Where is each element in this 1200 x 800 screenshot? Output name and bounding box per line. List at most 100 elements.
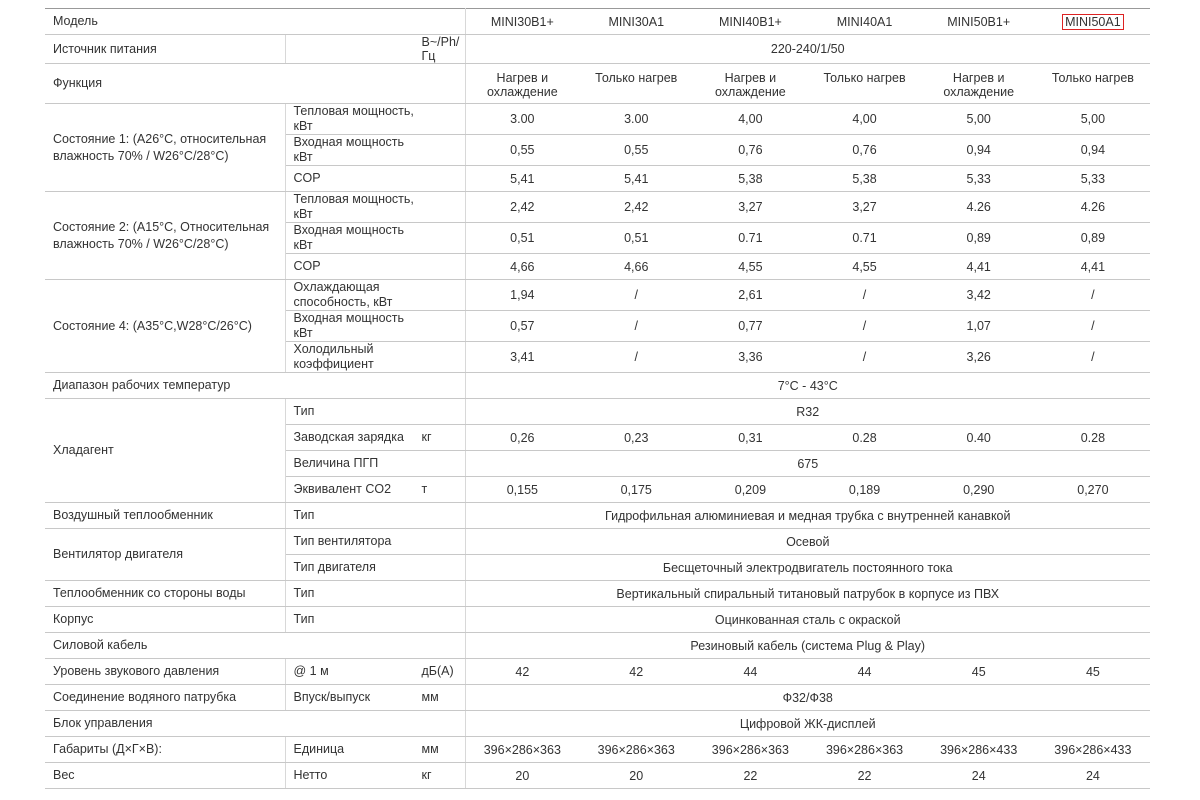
sub-param: Тепловая мощность, кВт	[285, 191, 466, 223]
sub-label: Тип двигателя	[293, 560, 376, 574]
value: 3,36	[693, 341, 808, 373]
sub-wrap: Заводская зарядка кг	[294, 430, 457, 445]
table-row: Тип двигателя Бесщеточный электродвигател…	[45, 554, 1150, 581]
value: 3,26	[921, 341, 1036, 373]
table-row: Состояние 1: (A26°C, относительная влажн…	[45, 103, 1150, 192]
value: 0,57	[465, 310, 580, 342]
merged-value: Вертикальный спиральный титановый патруб…	[465, 580, 1150, 607]
value: 0,31	[693, 424, 808, 451]
table-row: Воздушный теплообменник Тип Гидрофильная а…	[45, 502, 1150, 529]
param: Источник питания	[45, 34, 286, 64]
merged-value: 220-240/1/50	[465, 34, 1150, 64]
value: 0,55	[465, 134, 580, 166]
table-row: Состояние 4: (A35°C,W28°C/26°C) Охлаждающ…	[45, 279, 1150, 373]
value: 2,61	[693, 279, 808, 311]
value: 0,89	[921, 222, 1036, 254]
value: 3,27	[693, 191, 808, 223]
sub-param: Входная мощность кВт	[285, 134, 466, 166]
value: 396×286×363	[693, 736, 808, 763]
table-row: COP 4,66 4,66 4,55 4,55 4,41 4,41	[45, 253, 1150, 280]
sub-param: Нетто кг	[285, 762, 466, 789]
spec-table: Модель MINI30B1+ MINI30A1 MINI40B1+ MINI40A1…	[45, 8, 1150, 789]
value: 3,41	[465, 341, 580, 373]
value: 4,41	[921, 253, 1036, 280]
value: 0,51	[465, 222, 580, 254]
param: Уровень звукового давления	[45, 658, 286, 685]
value: 0.28	[1035, 424, 1150, 451]
sub-wrap: COP	[294, 259, 457, 274]
merged-value: 675	[465, 450, 1150, 477]
sub-param: Тип	[285, 502, 466, 529]
value: /	[579, 341, 694, 373]
model-name: MINI50B1+	[921, 8, 1036, 35]
value: 3,27	[807, 191, 922, 223]
value: 20	[465, 762, 580, 789]
sub-label: Тепловая мощность, кВт	[293, 104, 414, 133]
value: 4,66	[465, 253, 580, 280]
value: 396×286×363	[579, 736, 694, 763]
value: 0,155	[465, 476, 580, 503]
value: 0.28	[807, 424, 922, 451]
header-label: Модель	[45, 8, 466, 35]
table-row: Хладагент Тип R32	[45, 398, 1150, 503]
model-name: MINI40B1+	[693, 8, 808, 35]
value: /	[1035, 341, 1150, 373]
value: 45	[1035, 658, 1150, 685]
table-row: Теплообменник со стороны воды Тип Вертикал…	[45, 580, 1150, 607]
value: 5,41	[579, 165, 694, 192]
sub-wrap: Тип двигателя	[294, 560, 457, 575]
sub-param: Единица мм	[285, 736, 466, 763]
table-row: Вес Нетто кг 20 20 22 22 24 24	[45, 762, 1150, 789]
value: Только нагрев	[579, 63, 694, 104]
value: 5,41	[465, 165, 580, 192]
value: 2,42	[579, 191, 694, 223]
merged-value: Цифровой ЖК-дисплей	[465, 710, 1150, 737]
table-row: Состояние 2: (A15°C, Относительная влажн…	[45, 191, 1150, 280]
unit: кг	[421, 430, 432, 444]
model-text: MINI50B1+	[947, 14, 1011, 29]
sub-wrap: COP	[294, 171, 457, 186]
sub-wrap: Входная мощность кВт	[294, 311, 457, 341]
table-row: Уровень звукового давления @ 1 м дБ(А) 42 42…	[45, 658, 1150, 685]
sub-param: Охлаждающая способность, кВт	[285, 279, 466, 311]
value: 0,76	[693, 134, 808, 166]
value: 0,270	[1035, 476, 1150, 503]
value: 4,55	[807, 253, 922, 280]
sub-wrap: Тип	[294, 508, 457, 523]
sub-param: В~/Ph/Гц	[285, 34, 466, 64]
unit: дБ(А)	[421, 664, 454, 678]
sub-wrap: @ 1 м дБ(А)	[294, 664, 457, 679]
table-row: Габариты (Д×Г×В): Единица мм 396×286×363 396…	[45, 736, 1150, 763]
sub-param: Тип	[285, 580, 466, 607]
sub-label: Охлаждающая способность, кВт	[293, 280, 393, 309]
model-text: MINI40B1+	[718, 14, 782, 29]
table-row: Функция Нагрев и охлаждение Только нагрев Н…	[45, 63, 1150, 104]
model-text: MINI40A1	[836, 14, 893, 29]
value: 24	[921, 762, 1036, 789]
table-row: Входная мощность кВт 0,51 0,51 0.71 0.71 0,89…	[45, 222, 1150, 254]
value: 3,42	[921, 279, 1036, 311]
param: Диапазон рабочих температур	[45, 372, 466, 399]
sub-label: Тепловая мощность, кВт	[293, 192, 414, 221]
value: Только нагрев	[807, 63, 922, 104]
param: Теплообменник со стороны воды	[45, 580, 286, 607]
sub-label: Входная мощность кВт	[293, 311, 405, 340]
model-name: MINI50A1	[1035, 8, 1150, 35]
sub-wrap: Тепловая мощность, кВт	[294, 104, 457, 134]
value: 4.26	[921, 191, 1036, 223]
value: 0,51	[579, 222, 694, 254]
table-row: Диапазон рабочих температур 7°C - 43°C	[45, 372, 1150, 399]
value: Только нагрев	[1035, 63, 1150, 104]
unit: мм	[421, 742, 439, 756]
value: /	[1035, 279, 1150, 311]
sub-label: Холодильный коэффициент	[293, 342, 374, 371]
sub-label: Тип	[293, 612, 315, 626]
value: 0.71	[693, 222, 808, 254]
value: Нагрев и охлаждение	[921, 63, 1036, 104]
value: 0,26	[465, 424, 580, 451]
sub-label: Входная мощность кВт	[293, 135, 405, 164]
value: 20	[579, 762, 694, 789]
param: Соединение водяного патрубка	[45, 684, 286, 711]
table-row: Входная мощность кВт 0,55 0,55 0,76 0,76 0,94…	[45, 134, 1150, 166]
sub-wrap: Тип	[294, 612, 457, 627]
